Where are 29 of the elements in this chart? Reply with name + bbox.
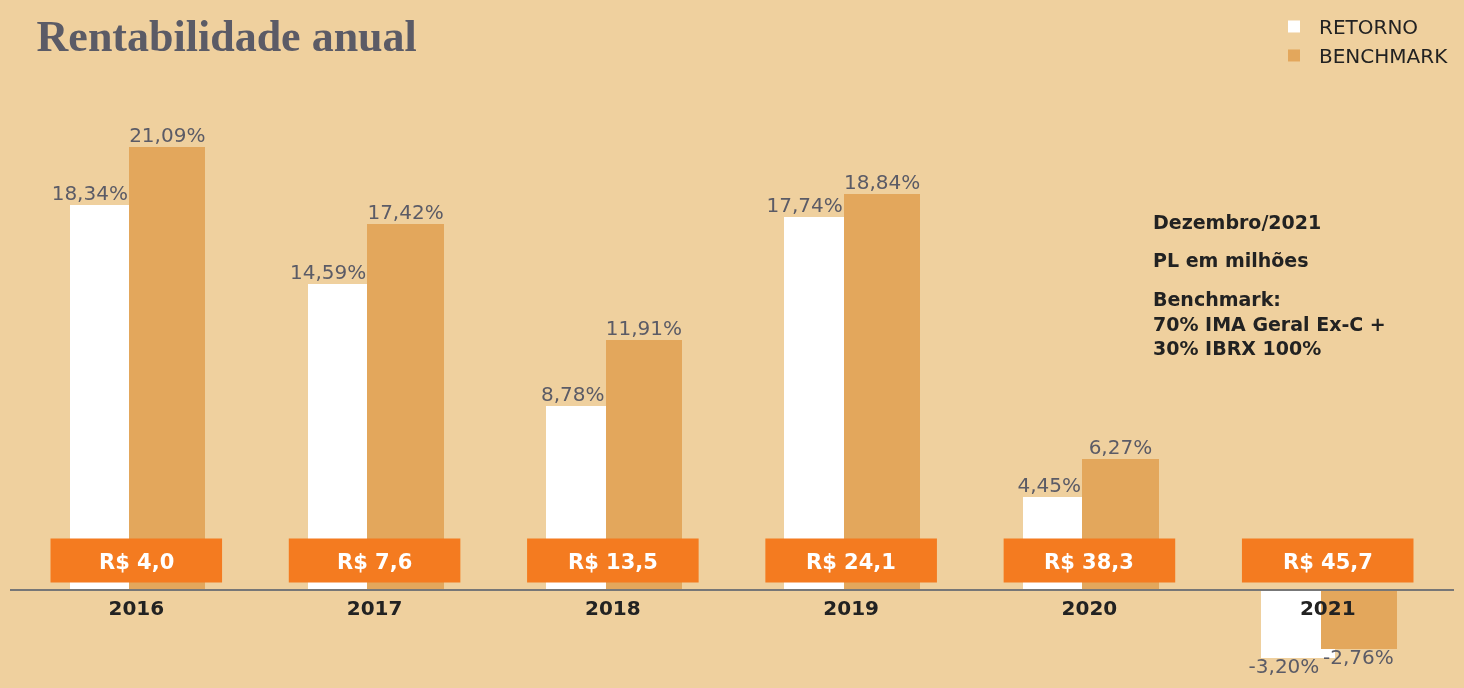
- data-label: 4,45%: [1017, 472, 1082, 497]
- annotation: Dezembro/2021: [1153, 211, 1322, 233]
- data-label: 18,34%: [51, 180, 128, 205]
- data-label: -2,76%: [1322, 644, 1394, 669]
- annotation: R$ 4,0: [99, 550, 175, 574]
- data-label: 17,42%: [367, 200, 444, 224]
- legend-label: RETORNO: [1319, 15, 1419, 40]
- annotation: R$ 7,6: [337, 550, 413, 574]
- data-label: 6,27%: [1088, 434, 1153, 459]
- data-label: 8,78%: [540, 381, 605, 406]
- data-label: 17,74%: [766, 193, 843, 218]
- data-label: 14,59%: [289, 259, 367, 284]
- x-tick-label: 2017: [346, 596, 403, 621]
- annotation: R$ 24,1: [806, 550, 896, 574]
- annotation: R$ 45,7: [1283, 550, 1373, 574]
- annotation: PL em milhões: [1153, 249, 1309, 271]
- x-tick-label: 2018: [585, 596, 641, 621]
- data-label: -3,20%: [1248, 653, 1320, 678]
- annotation: R$ 38,3: [1044, 550, 1134, 574]
- x-tick-label: 2016: [108, 596, 165, 621]
- legend-label: BENCHMARK: [1319, 44, 1449, 69]
- x-tick-label: 2019: [823, 596, 879, 621]
- annotation: Benchmark: 70% IMA Geral Ex-C + 30% IBRX 100%: [1153, 288, 1386, 360]
- data-label: 11,91%: [605, 315, 682, 340]
- data-label: 21,09%: [129, 122, 206, 147]
- chart-title: Rentabilidade anual: [36, 12, 417, 62]
- annotation: R$ 13,5: [568, 550, 658, 574]
- x-tick-label: 2020: [1061, 596, 1118, 621]
- data-label: 18,84%: [843, 170, 921, 195]
